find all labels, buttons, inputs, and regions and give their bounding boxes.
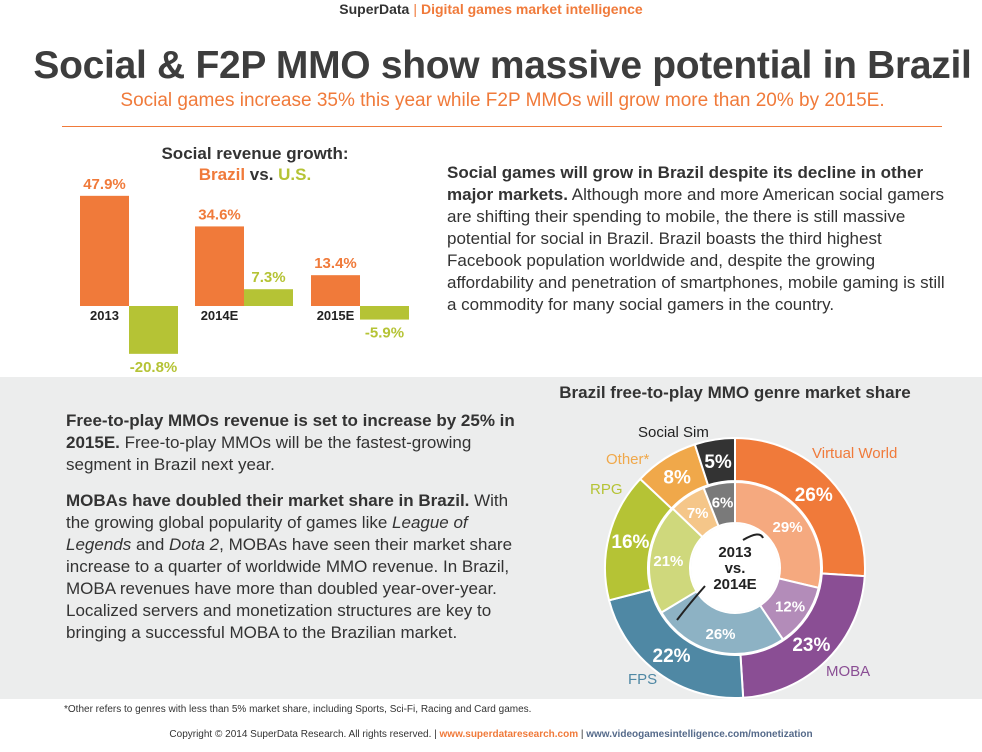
brand-name: SuperData [339,1,410,17]
social-paragraph-lead: Social games will grow in Brazil despite… [447,163,924,204]
copyright-sep1: | [431,729,440,740]
moba-paragraph-italic1: League of Legends [66,513,468,554]
bar-chart: 47.9% -20.8% 2013 34.6% 7.3% 2014E 13.4% -5.9% 2… [80,176,409,376]
copyright: Copyright © 2014 SuperData Research. All… [0,729,982,740]
inner-ring-value-label: 6% [712,495,734,512]
bar-brazil-2014e [195,226,244,306]
f2p-paragraph-lead: Free-to-play MMOs revenue is set to incr… [66,411,515,452]
pie-category-label: Other* [606,451,650,468]
inner-ring-value-label: 21% [653,553,683,570]
arrow-icon [676,585,706,621]
arrow-icon [742,533,764,541]
social-paragraph-body: Although more and more American social g… [447,185,945,314]
superdata-link[interactable]: www.superdataresearch.com [439,729,579,740]
bar-category-label: 2014E [201,308,239,323]
inner-ring-value-label: 29% [773,519,803,536]
inner-ring-slice-social_sim [702,480,736,528]
legend-us: U.S. [278,165,312,184]
outer-ring-value-label: 8% [663,468,691,489]
brand-tagline: Digital games market intelligence [420,1,643,17]
bar-value-label: -20.8% [130,359,178,376]
copyright-sep2: | [578,729,587,740]
bar-value-label: 34.6% [198,206,241,223]
inner-ring-slice-virtual_world [734,480,822,590]
inner-ring-value-label: 26% [706,626,736,643]
donut-center [691,524,779,612]
bar-chart-title-line2: Brazil vs. U.S. [0,164,510,185]
bar-category-label: 2013 [90,308,119,323]
outer-ring-value-label: 5% [704,452,732,473]
outer-ring-value-label: 23% [792,635,830,656]
social-paragraph: Social games will grow in Brazil despite… [447,162,947,316]
moba-paragraph-text1: With the growing global popularity of ga… [66,491,509,532]
pie-category-label: RPG [590,481,623,498]
pie-category-label: MOBA [826,663,870,680]
copyright-text: Copyright © 2014 SuperData Research. All… [169,729,432,740]
donut-center-text: 2013 [718,544,751,561]
brand-header: SuperData | Digital games market intellige… [0,1,982,17]
donut-center-text: vs. [725,560,746,577]
pie-category-label: Virtual World [812,445,897,462]
pie-category-label: Social Sim [638,424,709,441]
f2p-paragraph-body: Free-to-play MMOs will be the fastest-gr… [66,433,472,474]
legend-vs: vs. [245,165,279,184]
inner-ring-value-label: 12% [775,599,805,616]
bar-brazil-2015e [311,275,360,306]
bar-value-label: -5.9% [365,325,404,342]
footnote: *Other refers to genres with less than 5… [64,704,532,715]
outer-ring-value-label: 26% [795,485,833,506]
brand-separator: | [413,1,417,17]
page-subtitle: Social games increase 35% this year whil… [120,90,885,111]
moba-paragraph: MOBAs have doubled their market share in… [66,490,526,644]
bar-value-label: 47.9% [83,176,126,193]
vgi-link[interactable]: www.videogamesintelligence.com/monetizat… [586,729,813,740]
page-title: Social & F2P MMO show massive potential … [33,44,972,87]
divider [62,126,942,127]
moba-paragraph-text2: and [131,535,170,554]
inner-ring-value-label: 7% [687,505,709,522]
bar-chart-title-line1: Social revenue growth: [161,144,349,163]
bar-chart-title: Social revenue growth: Brazil vs. U.S. [0,143,510,185]
moba-paragraph-text3: , MOBAs have seen their market share inc… [66,535,513,642]
f2p-paragraph: Free-to-play MMOs revenue is set to incr… [66,410,526,476]
pie-category-label: FPS [628,671,657,688]
outer-ring-value-label: 16% [611,532,649,553]
outer-ring-value-label: 22% [653,646,691,667]
bar-us-2014e [244,289,293,306]
bar-us-2015e [360,306,409,320]
bar-brazil-2013 [80,195,129,306]
bar-category-label: 2015E [317,308,355,323]
bar-us-2013 [129,306,178,354]
pie-chart-title: Brazil free-to-play MMO genre market sha… [559,383,911,402]
bar-value-label: 13.4% [314,255,357,272]
moba-paragraph-italic2: Dota 2 [169,535,220,554]
legend-brazil: Brazil [198,165,246,184]
bar-value-label: 7.3% [251,269,285,286]
moba-paragraph-lead: MOBAs have doubled their market share in… [66,491,470,510]
donut-center-text: 2014E [713,576,756,593]
